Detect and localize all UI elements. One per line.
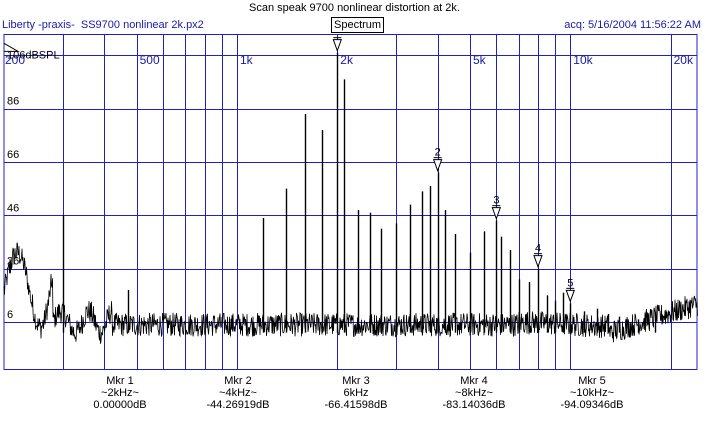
marker-label: 4	[535, 243, 541, 255]
marker-triangle	[432, 159, 443, 173]
y-tick-label: 6	[7, 309, 13, 321]
marker-readout-name: Mkr 3	[342, 375, 370, 387]
noise-floor-trace	[3, 242, 698, 344]
marker-triangle	[565, 289, 575, 303]
marker-label: 5	[567, 277, 573, 289]
reference-level-flag	[3, 42, 20, 52]
marker-triangle	[332, 39, 343, 53]
marker-readout-name: Mkr 4	[460, 375, 488, 387]
marker-label: 3	[493, 195, 499, 207]
y-tick-label: 86	[7, 96, 19, 108]
acquisition-timestamp: acq: 5/16/2004 11:56:22 AM	[564, 19, 701, 31]
marker-readout-4: Mkr 4 ~8kHz~ -83.14036dB	[429, 375, 519, 411]
marker-readout-value: -94.09346dB	[560, 399, 624, 411]
marker-readout-value: 0.00000dB	[93, 399, 147, 411]
marker-readout-frequency: 6kHz	[343, 387, 369, 399]
marker-readout-frequency: ~2kHz~	[101, 387, 139, 399]
x-tick-label: 2k	[340, 53, 354, 67]
x-tick-label: 1k	[240, 53, 254, 67]
marker-triangle	[491, 207, 502, 221]
marker-readout-value: -66.41598dB	[324, 399, 388, 411]
spectrum-mode-button[interactable]: Spectrum	[331, 17, 385, 33]
window-title: Scan speak 9700 nonlinear distortion at …	[249, 2, 460, 14]
marker-readout-frequency: ~8kHz~	[455, 387, 493, 399]
x-tick-label: 500	[140, 53, 160, 67]
marker-readout-3: Mkr 3 6kHz -66.41598dB	[311, 375, 401, 411]
file-info: Liberty -praxis- SS9700 nonlinear 2k.px2	[2, 18, 204, 32]
marker-triangle	[533, 255, 543, 269]
marker-readout-frequency: ~10kHz~	[569, 387, 615, 399]
x-tick-label: 10k	[573, 53, 593, 67]
marker-label: 2	[435, 147, 441, 159]
y-tick-label: 46	[7, 202, 19, 214]
app-name: Liberty -praxis-	[2, 19, 75, 31]
y-tick-label: 106dBSPL	[7, 49, 60, 61]
marker-readout-name: Mkr 5	[578, 375, 606, 387]
x-tick-label: 5k	[473, 53, 487, 67]
marker-readout-name: Mkr 1	[106, 375, 134, 387]
y-tick-label: 66	[7, 149, 19, 161]
x-tick-label: 20k	[674, 53, 694, 67]
marker-readout-name: Mkr 2	[224, 375, 252, 387]
marker-readout-frequency: ~4kHz~	[219, 387, 257, 399]
marker-readout-value: -83.14036dB	[442, 399, 506, 411]
marker-readout-2: Mkr 2 ~4kHz~ -44.26919dB	[193, 375, 283, 411]
marker-readout-1: Mkr 1 ~2kHz~ 0.00000dB	[75, 375, 165, 411]
x-tick-label: 200	[5, 53, 25, 67]
file-name: SS9700 nonlinear 2k.px2	[80, 19, 204, 31]
marker-readout-value: -44.26919dB	[206, 399, 270, 411]
plot-frame	[3, 34, 698, 370]
marker-readout-5: Mkr 5 ~10kHz~ -94.09346dB	[547, 375, 637, 411]
